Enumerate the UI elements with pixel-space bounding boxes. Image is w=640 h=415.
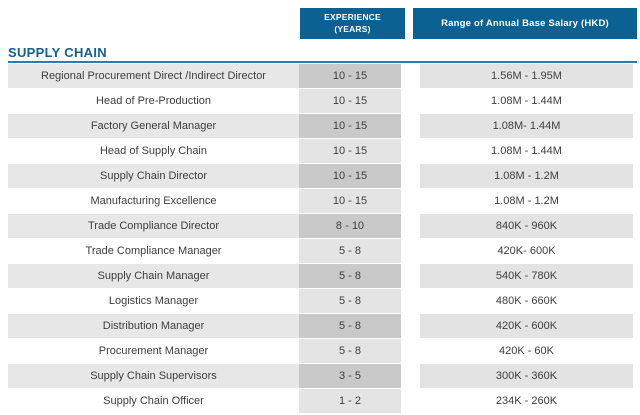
column-gap — [401, 364, 420, 389]
table-row: Supply Chain Supervisors 3 - 5 300K - 36… — [0, 364, 640, 389]
experience-cell: 1 - 2 — [299, 389, 401, 414]
salary-cell: 1.56M - 1.95M — [420, 64, 633, 89]
role-cell: Head of Supply Chain — [8, 139, 299, 164]
role-cell: Distribution Manager — [8, 314, 299, 339]
table-row: Logistics Manager 5 - 8 480K - 660K — [0, 289, 640, 314]
column-gap — [401, 239, 420, 264]
experience-cell: 5 - 8 — [299, 264, 401, 289]
table-row: Distribution Manager 5 - 8 420K - 600K — [0, 314, 640, 339]
role-cell: Logistics Manager — [8, 289, 299, 314]
salary-cell: 420K - 60K — [420, 339, 633, 364]
table-row: Supply Chain Director 10 - 15 1.08M - 1.… — [0, 164, 640, 189]
experience-cell: 5 - 8 — [299, 314, 401, 339]
table-row: Supply Chain Manager 5 - 8 540K - 780K — [0, 264, 640, 289]
salary-table: Regional Procurement Direct /Indirect Di… — [0, 64, 640, 414]
table-row: Supply Chain Officer 1 - 2 234K - 260K — [0, 389, 640, 414]
column-gap — [401, 264, 420, 289]
role-cell: Regional Procurement Direct /Indirect Di… — [8, 64, 299, 89]
experience-header-line1: EXPERIENCE — [324, 12, 381, 23]
role-cell: Factory General Manager — [8, 114, 299, 139]
role-cell: Supply Chain Supervisors — [8, 364, 299, 389]
salary-cell: 1.08M - 1.2M — [420, 164, 633, 189]
column-gap — [401, 164, 420, 189]
role-cell: Head of Pre-Production — [8, 89, 299, 114]
column-gap — [401, 189, 420, 214]
experience-cell: 10 - 15 — [299, 164, 401, 189]
role-cell: Supply Chain Director — [8, 164, 299, 189]
experience-cell: 8 - 10 — [299, 214, 401, 239]
table-row: Factory General Manager 10 - 15 1.08M- 1… — [0, 114, 640, 139]
column-gap — [401, 139, 420, 164]
experience-cell: 3 - 5 — [299, 364, 401, 389]
table-row: Head of Pre-Production 10 - 15 1.08M - 1… — [0, 89, 640, 114]
column-gap — [401, 214, 420, 239]
experience-cell: 10 - 15 — [299, 189, 401, 214]
column-gap — [401, 89, 420, 114]
experience-cell: 10 - 15 — [299, 139, 401, 164]
role-cell: Manufacturing Excellence — [8, 189, 299, 214]
experience-cell: 10 - 15 — [299, 114, 401, 139]
column-gap — [401, 114, 420, 139]
section-title: SUPPLY CHAIN — [8, 45, 107, 60]
role-cell: Trade Compliance Manager — [8, 239, 299, 264]
salary-column-header: Range of Annual Base Salary (HKD) — [413, 8, 637, 39]
salary-cell: 420K - 600K — [420, 314, 633, 339]
salary-cell: 300K - 360K — [420, 364, 633, 389]
table-row: Procurement Manager 5 - 8 420K - 60K — [0, 339, 640, 364]
column-gap — [401, 289, 420, 314]
salary-cell: 234K - 260K — [420, 389, 633, 414]
column-gap — [401, 64, 420, 89]
salary-cell: 1.08M - 1.2M — [420, 189, 633, 214]
experience-cell: 5 - 8 — [299, 289, 401, 314]
experience-column-header: EXPERIENCE (YEARS) — [300, 8, 405, 39]
table-row: Trade Compliance Director 8 - 10 840K - … — [0, 214, 640, 239]
salary-cell: 1.08M - 1.44M — [420, 139, 633, 164]
salary-cell: 480K - 660K — [420, 289, 633, 314]
column-gap — [401, 339, 420, 364]
column-gap — [401, 314, 420, 339]
table-row: Regional Procurement Direct /Indirect Di… — [0, 64, 640, 89]
experience-header-line2: (YEARS) — [334, 23, 371, 34]
salary-cell: 540K - 780K — [420, 264, 633, 289]
column-gap — [401, 389, 420, 414]
experience-cell: 10 - 15 — [299, 64, 401, 89]
role-cell: Supply Chain Officer — [8, 389, 299, 414]
table-row: Trade Compliance Manager 5 - 8 420K- 600… — [0, 239, 640, 264]
salary-cell: 1.08M- 1.44M — [420, 114, 633, 139]
table-row: Head of Supply Chain 10 - 15 1.08M - 1.4… — [0, 139, 640, 164]
salary-cell: 840K - 960K — [420, 214, 633, 239]
experience-cell: 5 - 8 — [299, 339, 401, 364]
experience-cell: 10 - 15 — [299, 89, 401, 114]
role-cell: Procurement Manager — [8, 339, 299, 364]
salary-cell: 1.08M - 1.44M — [420, 89, 633, 114]
role-cell: Supply Chain Manager — [8, 264, 299, 289]
section-divider-rule — [8, 61, 637, 63]
role-cell: Trade Compliance Director — [8, 214, 299, 239]
experience-cell: 5 - 8 — [299, 239, 401, 264]
salary-cell: 420K- 600K — [420, 239, 633, 264]
table-row: Manufacturing Excellence 10 - 15 1.08M -… — [0, 189, 640, 214]
